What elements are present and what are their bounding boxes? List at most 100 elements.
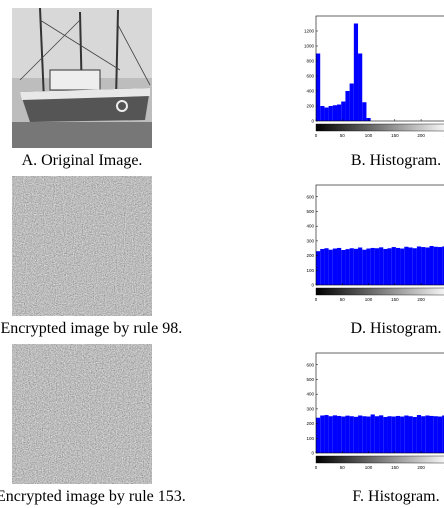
bar <box>349 83 354 121</box>
bar <box>341 250 346 285</box>
x-tick-label: 100 <box>365 133 373 138</box>
y-tick-label: 400 <box>306 392 314 397</box>
bar <box>358 53 363 121</box>
y-tick-label: 1200 <box>304 29 315 34</box>
x-tick-label: 200 <box>417 297 425 302</box>
y-tick-label: 100 <box>306 436 314 441</box>
y-tick-label: 500 <box>306 209 314 214</box>
bar <box>341 101 346 121</box>
bar <box>425 415 430 453</box>
y-tick-label: 0 <box>311 119 314 124</box>
y-tick-label: 500 <box>306 377 314 382</box>
bar <box>332 415 338 453</box>
caption: E. Encrypted image by rule 153. <box>0 488 186 505</box>
y-tick-label: 600 <box>306 194 314 199</box>
y-tick-label: 100 <box>306 268 314 273</box>
bar <box>320 106 325 121</box>
bar <box>320 415 325 453</box>
bar <box>320 248 325 285</box>
bar <box>353 23 359 121</box>
encrypted-image <box>12 344 152 484</box>
x-tick-label: 200 <box>417 465 425 470</box>
y-tick-label: 400 <box>306 89 314 94</box>
bar <box>358 415 363 453</box>
bar <box>383 416 388 453</box>
x-tick-label: 0 <box>315 297 318 302</box>
colorbar <box>315 123 444 132</box>
bar <box>374 248 380 285</box>
x-tick-label: 150 <box>391 297 399 302</box>
bar <box>362 249 367 285</box>
bar <box>379 415 384 453</box>
y-tick-label: 600 <box>306 362 314 367</box>
bar <box>366 248 371 285</box>
bar <box>429 246 434 285</box>
bar <box>332 248 338 285</box>
bar <box>324 248 329 285</box>
y-tick-label: 200 <box>306 104 314 109</box>
bar <box>328 249 333 285</box>
bar <box>442 246 444 285</box>
x-tick-label: 50 <box>340 133 346 138</box>
bar <box>416 246 422 285</box>
bar <box>387 248 392 285</box>
x-tick-label: 200 <box>417 133 425 138</box>
bar <box>437 247 443 285</box>
bar <box>316 53 321 121</box>
bar <box>391 416 396 453</box>
bar <box>408 247 413 285</box>
y-tick-label: 0 <box>311 283 314 288</box>
x-tick-label: 100 <box>365 465 373 470</box>
y-tick-label: 200 <box>306 253 314 258</box>
bar <box>358 247 363 285</box>
bar <box>349 248 354 285</box>
bar <box>421 247 426 285</box>
y-tick-label: 600 <box>306 74 314 79</box>
bar <box>362 416 367 453</box>
caption: C. Encrypted image by rule 98. <box>0 320 182 337</box>
bar <box>324 415 329 453</box>
bar <box>433 416 438 453</box>
x-tick-label: 100 <box>365 297 373 302</box>
x-tick-label: 150 <box>391 133 399 138</box>
bar <box>374 416 380 453</box>
bar <box>404 415 409 453</box>
caption: D. Histogram. <box>350 320 441 337</box>
bar <box>337 415 342 453</box>
bar <box>391 247 396 285</box>
bar <box>345 415 350 453</box>
bar <box>366 416 371 453</box>
bar <box>416 415 422 453</box>
bar <box>328 106 333 121</box>
bar <box>362 102 367 121</box>
bar <box>442 415 444 453</box>
bar <box>349 416 354 453</box>
caption: B. Histogram. <box>351 152 441 169</box>
x-tick-label: 0 <box>315 465 318 470</box>
bar <box>337 247 342 285</box>
bar <box>408 416 413 453</box>
caption: A. Original Image. <box>22 152 143 169</box>
y-tick-label: 300 <box>306 238 314 243</box>
bar <box>387 416 392 453</box>
bar <box>328 416 333 453</box>
plot-frame <box>315 15 444 122</box>
bar <box>337 104 342 121</box>
y-tick-label: 800 <box>306 59 314 64</box>
bar <box>400 416 405 453</box>
bar <box>341 416 346 453</box>
bar <box>324 107 329 121</box>
bar <box>412 416 417 453</box>
x-tick-label: 50 <box>340 465 346 470</box>
caption: F. Histogram. <box>352 488 439 505</box>
plot-frame <box>315 184 444 286</box>
encrypted-image <box>12 176 152 316</box>
bar <box>404 246 409 285</box>
bar <box>345 249 350 285</box>
bar <box>429 415 434 453</box>
bar <box>433 246 438 285</box>
colorbar <box>315 455 444 464</box>
bar <box>316 251 321 285</box>
